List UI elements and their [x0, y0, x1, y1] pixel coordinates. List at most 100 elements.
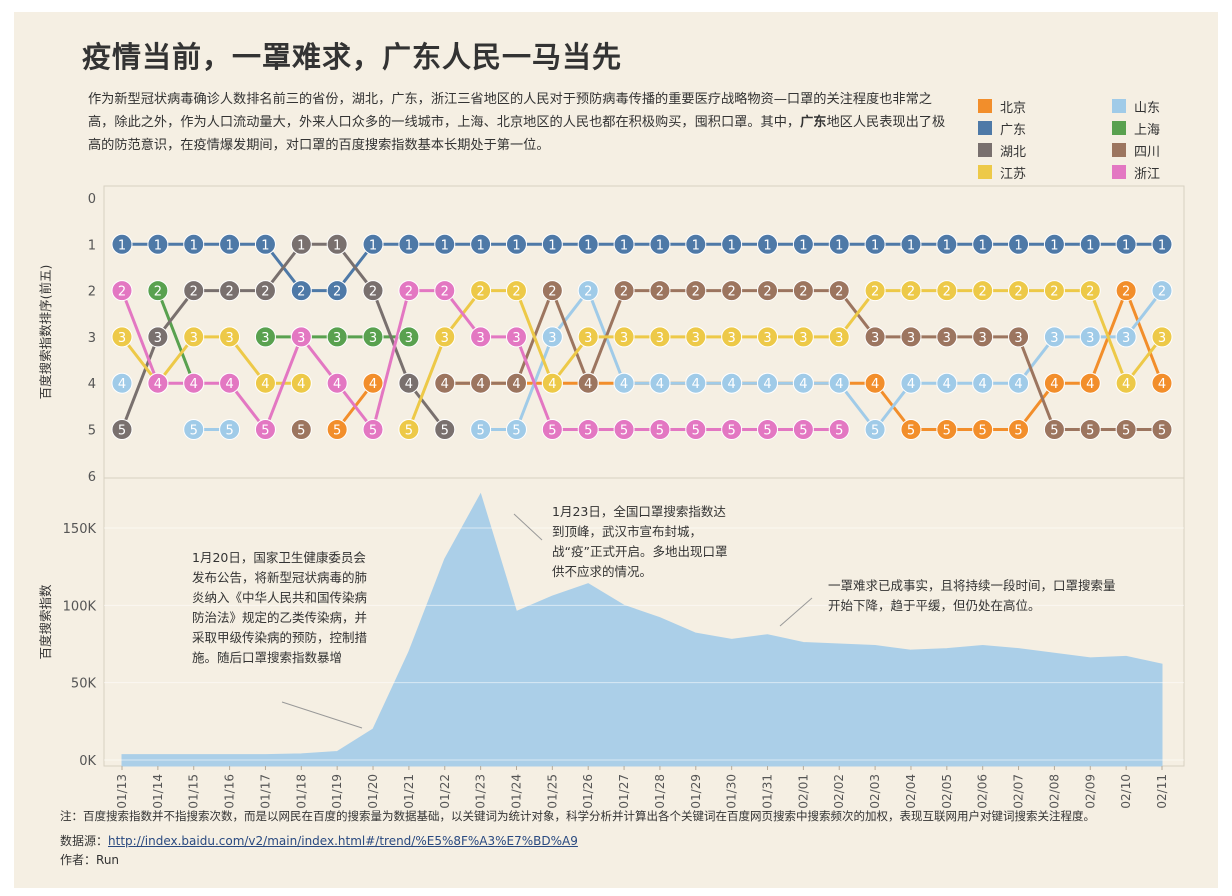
date-tick-label: 01/19	[330, 774, 344, 809]
rank-marker	[1115, 372, 1137, 394]
rank-marker	[470, 372, 492, 394]
rank-marker-label: 2	[799, 285, 807, 300]
rank-marker	[111, 372, 133, 394]
rank-marker	[1043, 280, 1065, 302]
rank-marker	[541, 326, 563, 348]
date-tick-label: 01/21	[402, 774, 416, 809]
rank-marker-label: 3	[369, 331, 377, 346]
rank-marker	[147, 233, 169, 255]
rank-marker-label: 3	[190, 331, 198, 346]
date-tick-label: 02/09	[1083, 774, 1097, 809]
rank-marker-label: 2	[835, 285, 843, 300]
source-link[interactable]: http://index.baidu.com/v2/main/index.htm…	[108, 834, 578, 848]
annotation-jan20: 1月20日，国家卫生健康委员会发布公告，将新型冠状病毒的肺炎纳入《中华人民共和国…	[192, 550, 368, 665]
legend-swatch	[978, 121, 992, 135]
rank-marker	[290, 326, 312, 348]
rank-marker	[1008, 233, 1030, 255]
rank-marker	[900, 280, 922, 302]
rank-marker-label: 5	[1086, 424, 1094, 439]
rank-marker-label: 5	[943, 424, 951, 439]
value-tick-label: 100K	[63, 599, 97, 614]
rank-marker	[577, 326, 599, 348]
rank-marker-label: 1	[1122, 238, 1130, 253]
rank-marker-label: 4	[118, 377, 126, 392]
rank-marker	[900, 326, 922, 348]
rank-marker	[792, 372, 814, 394]
legend-swatch	[978, 99, 992, 113]
rank-marker-label: 2	[763, 285, 771, 300]
rank-marker	[147, 326, 169, 348]
rank-marker	[147, 372, 169, 394]
date-tick-label: 01/25	[545, 774, 559, 809]
rank-marker-label: 4	[225, 377, 233, 392]
author: 作者：Run	[60, 851, 119, 868]
bump-line	[444, 289, 1164, 431]
rank-marker	[936, 280, 958, 302]
rank-marker	[434, 372, 456, 394]
rank-marker	[254, 280, 276, 302]
rank-marker-label: 4	[943, 377, 951, 392]
rank-marker-label: 2	[261, 285, 269, 300]
rank-marker	[721, 419, 743, 440]
rank-marker-label: 3	[1050, 331, 1058, 346]
date-tick-label: 01/18	[294, 774, 308, 809]
rank-marker-label: 5	[620, 424, 628, 439]
rank-marker	[505, 280, 527, 302]
rank-marker-label: 3	[548, 331, 556, 346]
rank-marker-label: 4	[692, 377, 700, 392]
rank-marker	[757, 419, 779, 440]
legend-label: 四川	[1134, 145, 1161, 160]
rank-marker-label: 1	[333, 238, 341, 253]
rank-marker	[900, 419, 922, 440]
rank-marker	[685, 419, 707, 440]
bump-lines	[120, 242, 1164, 431]
rank-marker-label: 4	[333, 377, 341, 392]
rank-marker	[864, 233, 886, 255]
rank-marker-label: 5	[190, 424, 198, 439]
rank-marker-label: 2	[441, 285, 449, 300]
rank-marker-label: 3	[763, 331, 771, 346]
rank-marker-label: 4	[297, 377, 305, 392]
bump-line	[156, 290, 196, 384]
rank-marker-label: 2	[1050, 285, 1058, 300]
rank-marker-label: 1	[512, 238, 520, 253]
rank-marker	[721, 280, 743, 302]
date-tick-label: 01/28	[653, 774, 667, 809]
search-index-area	[121, 492, 1163, 767]
rank-marker-label: 5	[225, 424, 233, 439]
rank-marker-label: 5	[692, 424, 700, 439]
rank-marker	[254, 419, 276, 440]
rank-marker-label: 5	[835, 424, 843, 439]
rank-marker	[1079, 419, 1101, 440]
date-tick-label: 01/30	[725, 774, 739, 809]
rank-marker-label: 4	[620, 377, 628, 392]
legend-swatch	[1112, 121, 1126, 135]
date-tick-label: 01/16	[223, 774, 237, 809]
rank-marker	[864, 419, 886, 440]
author-label: 作者：	[60, 853, 97, 867]
rank-marker	[577, 280, 599, 302]
rank-marker	[219, 372, 241, 394]
bump-line	[480, 289, 1164, 431]
rank-marker	[649, 280, 671, 302]
rank-marker	[936, 233, 958, 255]
legend-label: 湖北	[1000, 145, 1027, 160]
rank-marker	[219, 419, 241, 440]
rank-marker-label: 3	[1122, 331, 1130, 346]
rank-marker-label: 3	[1086, 331, 1094, 346]
rank-marker-label: 3	[584, 331, 592, 346]
rank-marker	[505, 233, 527, 255]
rank-marker	[1079, 326, 1101, 348]
rank-marker	[900, 372, 922, 394]
date-tick-label: 01/29	[689, 774, 703, 809]
rank-marker-label: 2	[369, 285, 377, 300]
date-tick-label: 01/15	[187, 774, 201, 809]
rank-marker-label: 3	[225, 331, 233, 346]
annotation-line-decline	[779, 597, 813, 627]
rank-marker-label: 2	[297, 285, 305, 300]
rank-marker-label: 3	[441, 331, 449, 346]
rank-marker-label: 2	[943, 285, 951, 300]
rank-marker	[398, 326, 420, 348]
rank-marker-label: 4	[584, 377, 592, 392]
rank-marker-label: 5	[333, 424, 341, 439]
